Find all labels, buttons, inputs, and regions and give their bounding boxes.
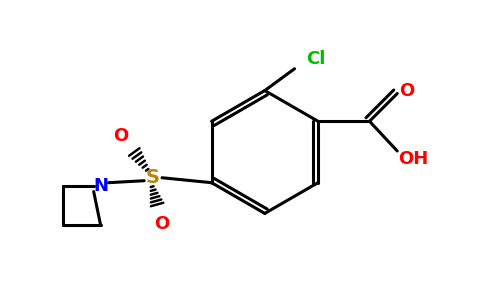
Text: O: O — [154, 215, 170, 233]
Text: Cl: Cl — [306, 50, 326, 68]
Text: N: N — [93, 177, 108, 195]
Text: O: O — [399, 82, 415, 100]
Text: O: O — [113, 127, 128, 145]
Text: OH: OH — [398, 150, 428, 168]
Text: S: S — [145, 168, 159, 187]
